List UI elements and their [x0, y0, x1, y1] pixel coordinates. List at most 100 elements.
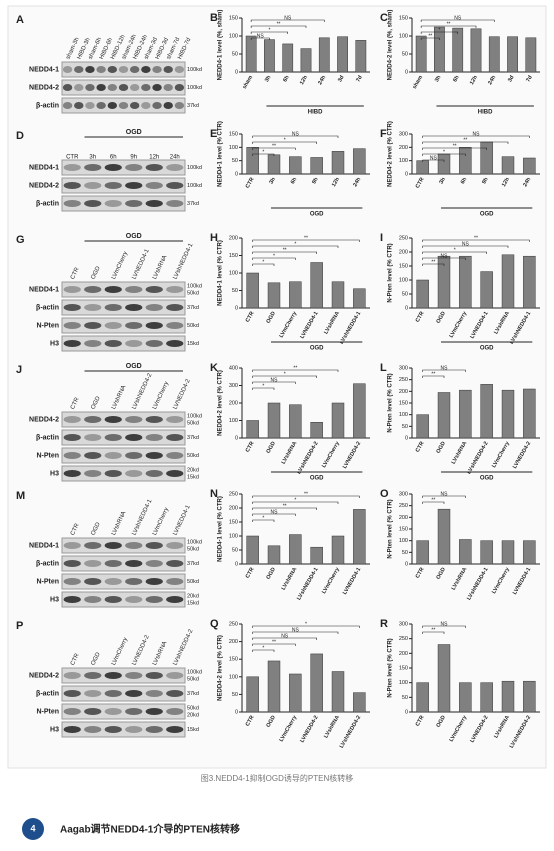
blot-strip	[61, 573, 186, 590]
bar	[416, 279, 429, 309]
bar	[264, 39, 275, 73]
bar	[289, 281, 302, 309]
bar	[300, 48, 312, 73]
blot-strip	[61, 721, 186, 738]
bar	[289, 673, 302, 713]
band-label: N-Pten	[36, 322, 59, 329]
y-tick-label: 250	[399, 636, 408, 642]
blot-band	[129, 66, 140, 73]
sig-label: **	[447, 21, 451, 27]
band-label: NEDD4-2	[29, 84, 59, 91]
sig-bracket	[250, 19, 325, 22]
y-tick-label: 0	[405, 709, 408, 715]
bar	[353, 148, 366, 175]
band-label: NEDD4-2	[29, 416, 59, 423]
size-label: 20kd	[187, 467, 199, 473]
blot-band	[107, 66, 118, 73]
blot-band	[84, 434, 102, 441]
size-label: 15kd	[187, 341, 199, 347]
blot-band	[145, 470, 163, 477]
blot-band	[163, 66, 173, 73]
size-label: 15kd	[187, 727, 199, 733]
sig-label: **	[431, 371, 435, 377]
panel-letter: F	[380, 128, 387, 140]
x-tick-label: CTR	[415, 177, 426, 190]
lane-label: 3h	[89, 155, 96, 161]
size-label: 50kd	[187, 420, 199, 426]
sig-bracket	[252, 507, 317, 510]
blot-strip	[61, 97, 186, 114]
sig-label: **	[431, 627, 435, 633]
bar	[331, 671, 345, 713]
blot-band	[125, 690, 143, 697]
sig-bracket	[252, 495, 360, 498]
blot-band	[166, 416, 184, 423]
panel-letter: I	[380, 232, 383, 244]
sig-bracket	[422, 625, 466, 628]
sig-label: NS	[441, 491, 449, 497]
blot-band	[63, 672, 81, 679]
size-label: 50kd	[187, 705, 199, 711]
bar	[501, 540, 515, 565]
bar	[310, 157, 323, 175]
blot-band	[104, 340, 122, 347]
lane-label: OGD	[91, 521, 102, 537]
y-tick-label: 0	[235, 709, 238, 715]
blot-band	[96, 84, 106, 91]
band-label: β-actin	[36, 434, 59, 441]
blot-band	[166, 200, 184, 207]
x-tick-label: CTR	[415, 311, 426, 324]
x-tick-label: CTR	[415, 441, 426, 454]
blot-band	[84, 340, 102, 347]
blot-band	[145, 200, 163, 207]
bar	[267, 660, 281, 713]
band-label: NEDD4-1	[29, 66, 59, 73]
bar	[437, 508, 451, 565]
x-tick-label: 3h	[269, 176, 278, 185]
y-tick-label: 150	[229, 519, 238, 525]
sig-label: NS	[284, 15, 292, 21]
blot-band	[145, 578, 163, 585]
band-label: H3	[50, 340, 59, 347]
blot-band	[104, 200, 122, 207]
section-badge	[22, 818, 44, 840]
lane-label: CTR	[70, 396, 81, 410]
blot-band	[166, 286, 184, 293]
band-label: β-actin	[36, 102, 59, 109]
band-label: N-Pten	[36, 708, 59, 715]
lane-label: OGD	[91, 651, 102, 667]
blot-band	[174, 102, 185, 109]
blot-band	[63, 340, 81, 347]
bar	[459, 389, 472, 439]
x-tick-label: 24h	[352, 176, 362, 188]
sig-bracket	[252, 513, 296, 516]
bar	[437, 153, 451, 175]
y-tick-label: 300	[399, 491, 408, 497]
y-tick-label: 150	[229, 131, 238, 137]
blot-band	[118, 84, 129, 91]
x-tick-label: 6h	[452, 74, 461, 83]
y-tick-label: 50	[402, 424, 408, 430]
sig-label: **	[463, 137, 467, 143]
blot-group-label: OGD	[126, 129, 142, 136]
y-tick-label: 200	[229, 639, 238, 645]
sig-label: *	[262, 383, 264, 389]
blot-band	[152, 66, 162, 73]
x-tick-label: OGD	[436, 441, 447, 455]
y-tick-label: 0	[235, 69, 238, 75]
bar	[437, 392, 451, 439]
blot-strip	[61, 447, 186, 464]
blot-band	[84, 708, 102, 715]
sig-bracket	[252, 251, 317, 254]
x-tick-label: OGD	[436, 715, 447, 729]
y-tick-label: 250	[229, 621, 238, 627]
blot-band	[63, 542, 81, 549]
bar	[267, 154, 281, 175]
blot-band	[104, 578, 122, 585]
blot-band	[84, 470, 102, 477]
x-tick-label: 24h	[487, 74, 497, 86]
panel-letter: E	[210, 128, 217, 140]
size-label: 100kd	[187, 183, 202, 189]
blot-band	[104, 416, 122, 423]
